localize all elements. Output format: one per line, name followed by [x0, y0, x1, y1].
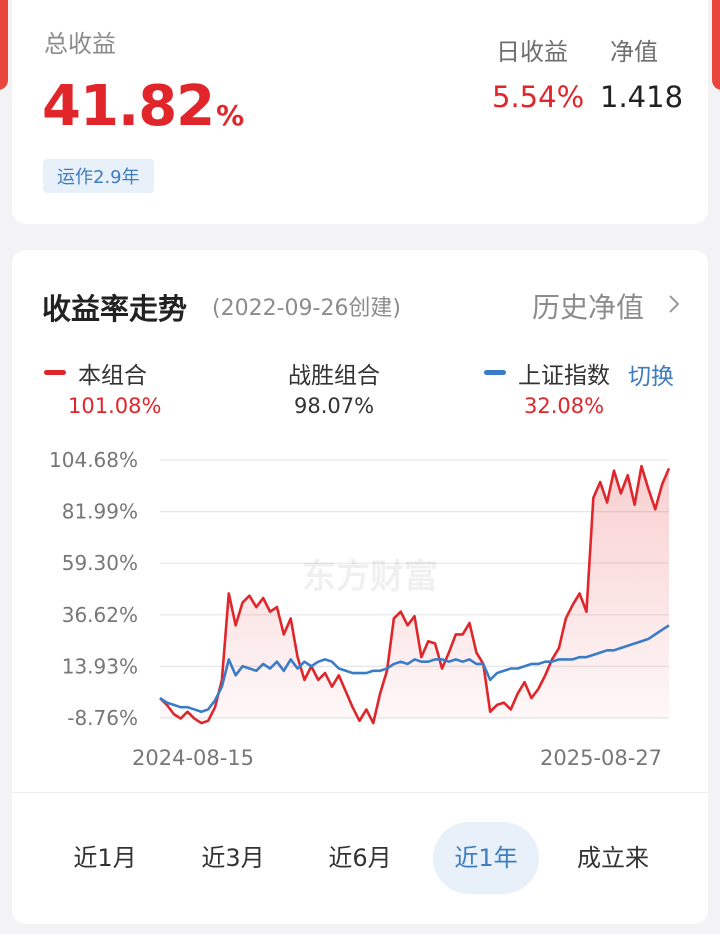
portfolio-series-line [159, 464, 671, 725]
nav-value: 1.418 [600, 80, 684, 114]
legend-label-portfolio: 本组合 [78, 363, 147, 389]
return-chart: 104.68% 81.99% 59.30% 36.62% 13.93% -8.76% 东方财… [12, 436, 708, 780]
chevron-right-icon[interactable] [662, 292, 686, 316]
summary-card: 总收益 41.82% 运作2.9年 日收益 净值 5.54% 1.418 [12, 0, 708, 224]
x-axis-start-label: 2024-08-15 [132, 746, 255, 770]
tab-6-months[interactable]: 近6月 [328, 844, 392, 872]
tabs-divider [12, 792, 708, 793]
history-nav-link[interactable]: 历史净值 [532, 291, 645, 324]
y-tick-label: 104.68% [49, 448, 138, 472]
legend-swatch-portfolio [44, 370, 66, 375]
daily-return-value: 5.54% [492, 80, 585, 114]
legend-value-beaten: 98.07% [294, 394, 375, 418]
y-tick-label: 36.62% [62, 603, 138, 627]
tab-since-inception[interactable]: 成立来 [577, 844, 649, 872]
return-chart-svg: 104.68% 81.99% 59.30% 36.62% 13.93% -8.76% 东方财… [49, 448, 671, 730]
y-tick-label: 81.99% [62, 500, 138, 524]
legend-label-index: 上证指数 [518, 363, 610, 389]
index-series-line [159, 624, 670, 714]
total-return-label: 总收益 [44, 30, 116, 58]
legend-swatch-index [484, 370, 506, 375]
run-duration-badge: 运作2.9年 [43, 159, 154, 193]
tab-3-months[interactable]: 近3月 [201, 844, 265, 872]
legend-label-beaten: 战胜组合 [288, 363, 380, 389]
creation-date: (2022-09-26创建) [212, 296, 402, 321]
total-return-number: 41.82 [42, 74, 215, 139]
y-tick-label: 13.93% [62, 654, 138, 678]
total-return-value: 41.82% [42, 74, 244, 139]
legend-value-index: 32.08% [524, 394, 605, 418]
daily-return-label: 日收益 [496, 38, 568, 66]
trend-title: 收益率走势 [42, 292, 188, 326]
y-tick-label: -8.76% [67, 706, 138, 730]
tab-1-month[interactable]: 近1月 [73, 844, 137, 872]
return-trend-card: 收益率走势 (2022-09-26创建) 历史净值 本组合 101.08% 战胜… [12, 250, 708, 924]
watermark-text: 东方财富 [302, 557, 438, 597]
y-tick-label: 59.30% [62, 551, 138, 575]
portfolio-area [160, 466, 669, 724]
switch-benchmark-button[interactable]: 切换 [628, 364, 674, 390]
left-edge-accent [0, 0, 8, 90]
x-axis-end-label: 2025-08-27 [540, 746, 663, 770]
right-edge-accent [712, 0, 720, 90]
nav-label: 净值 [610, 38, 658, 66]
tab-1-year[interactable]: 近1年 [433, 822, 539, 894]
legend-value-portfolio: 101.08% [68, 394, 162, 418]
total-return-unit: % [216, 99, 244, 132]
